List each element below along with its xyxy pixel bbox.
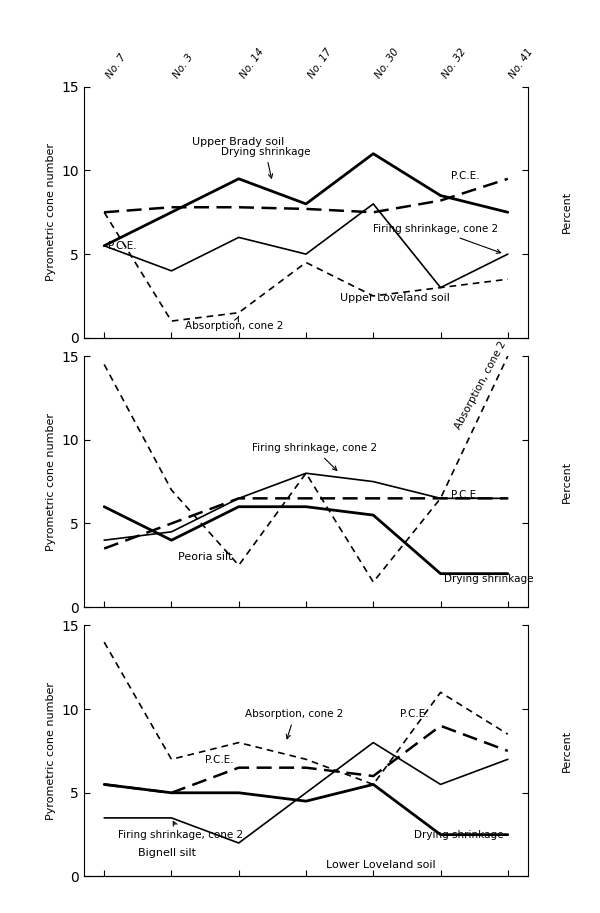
Text: P.C.E.: P.C.E. xyxy=(451,171,479,181)
Text: Upper Brady soil: Upper Brady soil xyxy=(191,137,284,147)
Text: Percent: Percent xyxy=(562,460,572,503)
Text: Absorption, cone 2: Absorption, cone 2 xyxy=(245,709,344,739)
Text: Absorption, cone 2: Absorption, cone 2 xyxy=(185,316,283,331)
Text: Peoria silt: Peoria silt xyxy=(178,552,233,562)
Y-axis label: Pyrometric cone number: Pyrometric cone number xyxy=(46,413,56,551)
Text: Absorption, cone 2: Absorption, cone 2 xyxy=(454,340,508,431)
Text: No. 17: No. 17 xyxy=(306,47,334,79)
Text: P.C.E.: P.C.E. xyxy=(451,490,479,500)
Text: Drying shrinkage: Drying shrinkage xyxy=(413,830,503,840)
Text: No. 14: No. 14 xyxy=(239,47,266,79)
Text: Lower Loveland soil: Lower Loveland soil xyxy=(326,860,436,870)
Text: Upper Loveland soil: Upper Loveland soil xyxy=(340,293,449,303)
Text: Firing shrinkage, cone 2: Firing shrinkage, cone 2 xyxy=(252,444,377,470)
Text: No. 7: No. 7 xyxy=(104,52,128,79)
Text: No. 3: No. 3 xyxy=(172,52,195,79)
Y-axis label: Pyrometric cone number: Pyrometric cone number xyxy=(46,682,56,820)
Text: Percent: Percent xyxy=(562,729,572,772)
Text: Bignell silt: Bignell silt xyxy=(138,848,196,858)
Y-axis label: Pyrometric cone number: Pyrometric cone number xyxy=(46,143,56,281)
Text: P.C.E.: P.C.E. xyxy=(107,241,136,251)
Text: Drying shrinkage: Drying shrinkage xyxy=(444,574,533,584)
Text: Firing shrinkage, cone 2: Firing shrinkage, cone 2 xyxy=(118,822,243,840)
Text: Percent: Percent xyxy=(562,191,572,234)
Text: No. 32: No. 32 xyxy=(440,47,468,79)
Text: No. 30: No. 30 xyxy=(373,47,401,79)
Text: No. 41: No. 41 xyxy=(508,47,535,79)
Text: Drying shrinkage: Drying shrinkage xyxy=(221,147,310,178)
Text: P.C.E.: P.C.E. xyxy=(400,709,429,719)
Text: Firing shrinkage, cone 2: Firing shrinkage, cone 2 xyxy=(373,225,500,253)
Text: P.C.E.: P.C.E. xyxy=(205,755,234,765)
